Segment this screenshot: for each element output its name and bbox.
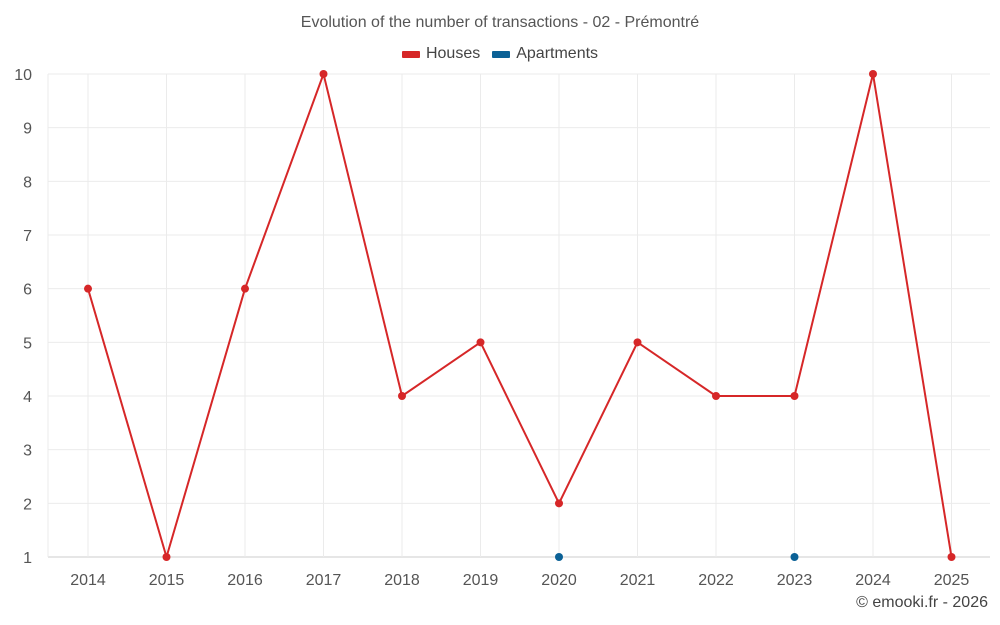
data-point-houses [241,284,249,293]
x-tick-label: 2024 [855,572,891,589]
y-tick-label: 4 [23,389,32,406]
data-point-houses [633,338,642,347]
y-tick-label: 7 [23,228,32,245]
x-tick-label: 2018 [384,572,420,589]
y-tick-label: 3 [23,443,32,460]
series [84,70,956,561]
x-tick-label: 2025 [934,572,970,589]
legend-label-houses: Houses [425,45,481,62]
y-tick-label: 6 [23,282,32,299]
credit: © emooki.fr - 2026 [856,594,988,611]
data-point-houses [476,338,485,347]
data-point-houses [712,392,720,400]
series-line-houses [87,73,953,558]
data-point-houses [162,553,171,561]
legend-item-apartments[interactable]: Apartments [492,45,598,63]
x-tick-label: 2020 [541,572,577,589]
x-tick-label: 2014 [70,572,106,589]
y-tick-label: 1 [23,550,32,567]
y-tick-label: 8 [23,174,32,191]
data-point-houses [869,70,877,78]
y-tick-label: 9 [23,121,32,138]
x-tick-label: 2021 [620,572,656,589]
data-point-houses [555,499,563,508]
legend-label-apartments: Apartments [516,45,599,62]
x-tick-label: 2016 [227,572,263,589]
legend: Houses Apartments [0,45,1000,63]
y-tick-label: 5 [23,335,32,352]
legend-swatch-apartments [492,50,511,58]
legend-swatch-houses [401,50,420,58]
x-tick-label: 2015 [149,572,185,589]
data-point-houses [84,284,92,293]
data-point-houses [319,70,328,78]
y-tick-label: 2 [23,496,32,513]
x-tick-label: 2022 [698,572,734,589]
grid [47,73,990,558]
x-tick-label: 2019 [463,572,499,589]
legend-item-houses[interactable]: Houses [401,45,481,63]
data-point-apartments [790,553,799,561]
data-point-houses [790,392,799,400]
chart-title: Evolution of the number of transactions … [300,14,700,31]
x-tick-label: 2017 [306,572,342,589]
data-point-apartments [555,553,563,561]
x-tick-label: 2023 [777,572,813,589]
y-tick-label: 10 [14,67,32,84]
data-point-houses [947,553,956,561]
data-point-houses [398,392,406,400]
axes: 1 2 3 4 5 6 7 8 9 10 2014 2015 2016 2017 2018 2019 2020 2… [14,67,969,589]
